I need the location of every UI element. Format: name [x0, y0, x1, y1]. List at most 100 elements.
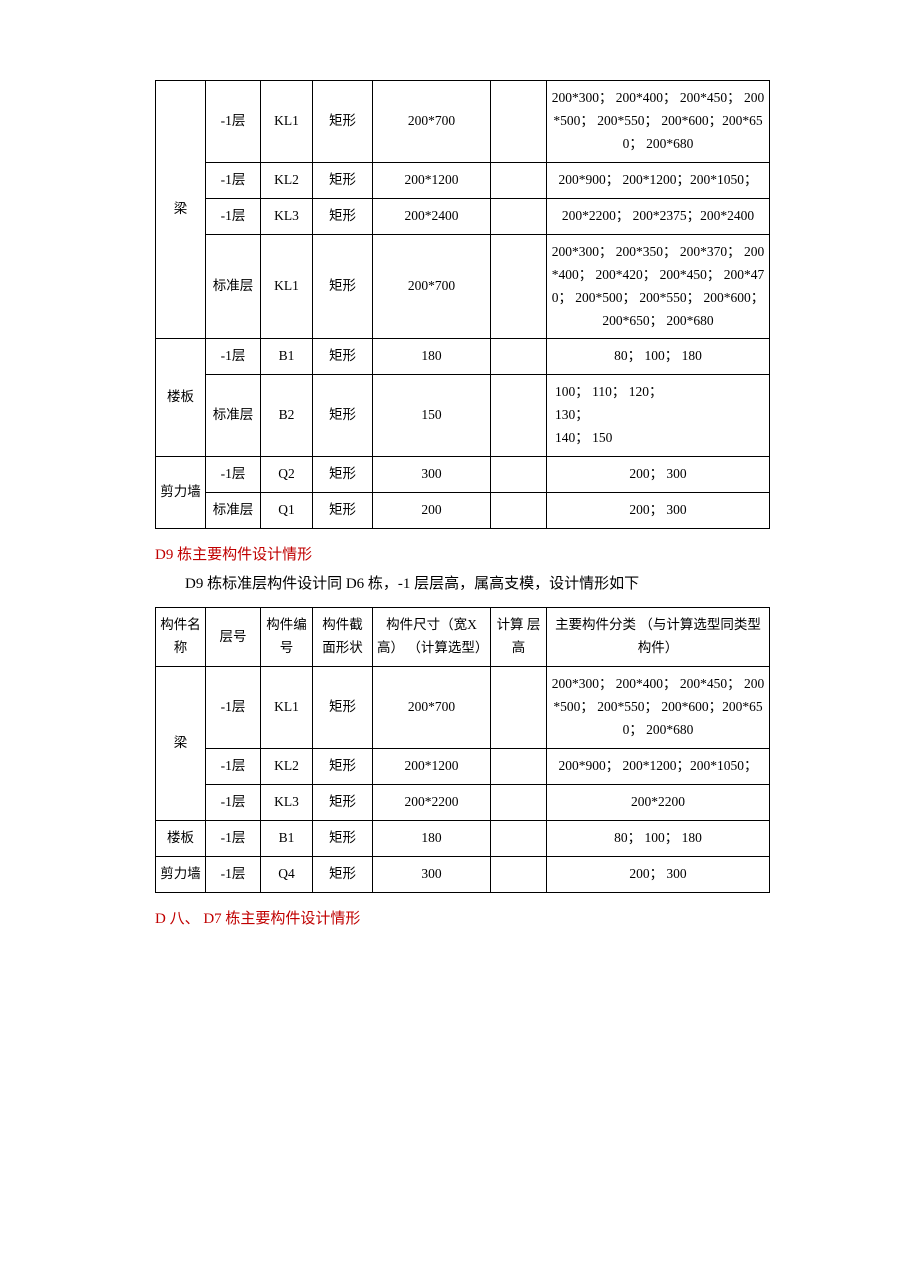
- table-row: -1层 KL3 矩形 200*2200 200*2200: [156, 784, 770, 820]
- cell-floor: -1层: [206, 198, 261, 234]
- cell-category: 梁: [156, 81, 206, 339]
- table-row: -1层 KL2 矩形 200*1200 200*900； 200*1200；20…: [156, 748, 770, 784]
- cell-calc: [491, 375, 547, 457]
- cell-floor: 标准层: [206, 493, 261, 529]
- cell-calc: [491, 457, 547, 493]
- table-row: 梁 -1层 KL1 矩形 200*700 200*300； 200*400； 2…: [156, 666, 770, 748]
- cell-shape: 矩形: [313, 198, 373, 234]
- cell-shape: 矩形: [313, 748, 373, 784]
- cell-class: 100； 110； 120； 130； 140； 150: [547, 375, 770, 457]
- table-row: -1层 KL2 矩形 200*1200 200*900； 200*1200；20…: [156, 162, 770, 198]
- cell-class: 200*300； 200*400； 200*450； 200*500； 200*…: [547, 81, 770, 163]
- cell-shape: 矩形: [313, 162, 373, 198]
- cell-calc: [491, 493, 547, 529]
- table-row: 标准层 Q1 矩形 200 200； 300: [156, 493, 770, 529]
- table-row: 标准层 KL1 矩形 200*700 200*300； 200*350； 200…: [156, 234, 770, 339]
- paragraph-d9: D9 栋标准层构件设计同 D6 栋，-1 层层高，属高支模，设计情形如下: [155, 572, 770, 593]
- cell-shape: 矩形: [313, 784, 373, 820]
- cell-shape: 矩形: [313, 493, 373, 529]
- cell-floor: -1层: [206, 339, 261, 375]
- cell-code: KL3: [261, 784, 313, 820]
- cell-size: 200*700: [373, 234, 491, 339]
- header-name: 构件名称: [156, 608, 206, 667]
- table-row: 楼板 -1层 B1 矩形 180 80； 100； 180: [156, 339, 770, 375]
- cell-floor: 标准层: [206, 375, 261, 457]
- cell-class: 200； 300: [547, 493, 770, 529]
- cell-class: 200； 300: [547, 856, 770, 892]
- cell-size: 200*1200: [373, 748, 491, 784]
- cell-shape: 矩形: [313, 339, 373, 375]
- cell-shape: 矩形: [313, 234, 373, 339]
- cell-size: 300: [373, 457, 491, 493]
- heading-d8-d7: D 八、 D7 栋主要构件设计情形: [155, 907, 770, 928]
- cell-size: 180: [373, 820, 491, 856]
- cell-code: KL3: [261, 198, 313, 234]
- cell-size: 200*700: [373, 666, 491, 748]
- cell-floor: -1层: [206, 784, 261, 820]
- cell-floor: 标准层: [206, 234, 261, 339]
- page-container: 梁 -1层 KL1 矩形 200*700 200*300； 200*400； 2…: [0, 0, 920, 996]
- header-floor: 层号: [206, 608, 261, 667]
- cell-class: 80； 100； 180: [547, 820, 770, 856]
- cell-floor: -1层: [206, 748, 261, 784]
- cell-calc: [491, 234, 547, 339]
- cell-size: 180: [373, 339, 491, 375]
- cell-shape: 矩形: [313, 820, 373, 856]
- cell-calc: [491, 748, 547, 784]
- cell-class: 200*300； 200*350； 200*370； 200*400； 200*…: [547, 234, 770, 339]
- table-row: 剪力墙 -1层 Q4 矩形 300 200； 300: [156, 856, 770, 892]
- cell-size: 200*2200: [373, 784, 491, 820]
- cell-class: 200*900； 200*1200；200*1050；: [547, 748, 770, 784]
- cell-code: B1: [261, 339, 313, 375]
- cell-code: KL2: [261, 162, 313, 198]
- cell-size: 200: [373, 493, 491, 529]
- cell-floor: -1层: [206, 81, 261, 163]
- header-size: 构件尺寸（宽X高） （计算选型）: [373, 608, 491, 667]
- table-row: 梁 -1层 KL1 矩形 200*700 200*300； 200*400； 2…: [156, 81, 770, 163]
- header-calc: 计算 层 高: [491, 608, 547, 667]
- cell-category: 楼板: [156, 820, 206, 856]
- cell-calc: [491, 784, 547, 820]
- table-row: 标准层 B2 矩形 150 100； 110； 120； 130； 140； 1…: [156, 375, 770, 457]
- cell-size: 200*1200: [373, 162, 491, 198]
- header-class: 主要构件分类 （与计算选型同类型构件）: [547, 608, 770, 667]
- cell-shape: 矩形: [313, 666, 373, 748]
- cell-category: 剪力墙: [156, 457, 206, 529]
- table-row: 剪力墙 -1层 Q2 矩形 300 200； 300: [156, 457, 770, 493]
- cell-floor: -1层: [206, 162, 261, 198]
- cell-shape: 矩形: [313, 856, 373, 892]
- table-row: -1层 KL3 矩形 200*2400 200*2200； 200*2375；2…: [156, 198, 770, 234]
- cell-floor: -1层: [206, 457, 261, 493]
- table-header-row: 构件名称 层号 构件编号 构件截面形状 构件尺寸（宽X高） （计算选型） 计算 …: [156, 608, 770, 667]
- cell-class: 200*2200； 200*2375；200*2400: [547, 198, 770, 234]
- header-shape: 构件截面形状: [313, 608, 373, 667]
- cell-size: 200*700: [373, 81, 491, 163]
- cell-floor: -1层: [206, 666, 261, 748]
- cell-code: B2: [261, 375, 313, 457]
- cell-class: 200*300； 200*400； 200*450； 200*500； 200*…: [547, 666, 770, 748]
- cell-class: 80； 100； 180: [547, 339, 770, 375]
- cell-shape: 矩形: [313, 375, 373, 457]
- cell-category: 楼板: [156, 339, 206, 457]
- heading-d9: D9 栋主要构件设计情形: [155, 543, 770, 564]
- cell-floor: -1层: [206, 856, 261, 892]
- cell-calc: [491, 162, 547, 198]
- cell-calc: [491, 820, 547, 856]
- cell-code: Q2: [261, 457, 313, 493]
- cell-category: 梁: [156, 666, 206, 820]
- cell-code: KL1: [261, 81, 313, 163]
- table-components-2: 构件名称 层号 构件编号 构件截面形状 构件尺寸（宽X高） （计算选型） 计算 …: [155, 607, 770, 892]
- cell-calc: [491, 856, 547, 892]
- cell-code: KL1: [261, 234, 313, 339]
- cell-code: Q4: [261, 856, 313, 892]
- cell-calc: [491, 81, 547, 163]
- cell-shape: 矩形: [313, 81, 373, 163]
- cell-category: 剪力墙: [156, 856, 206, 892]
- cell-calc: [491, 198, 547, 234]
- cell-code: KL1: [261, 666, 313, 748]
- cell-calc: [491, 666, 547, 748]
- cell-code: KL2: [261, 748, 313, 784]
- cell-class: 200*900； 200*1200；200*1050；: [547, 162, 770, 198]
- table-components-1: 梁 -1层 KL1 矩形 200*700 200*300； 200*400； 2…: [155, 80, 770, 529]
- cell-code: B1: [261, 820, 313, 856]
